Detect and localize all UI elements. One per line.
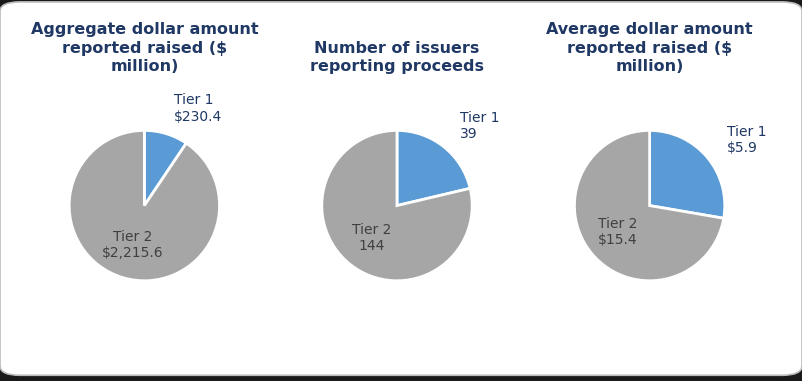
- Text: Tier 2
144: Tier 2 144: [351, 223, 391, 253]
- Text: Tier 2
$15.4: Tier 2 $15.4: [598, 217, 638, 247]
- Title: Aggregate dollar amount
reported raised ($
million): Aggregate dollar amount reported raised …: [30, 22, 258, 74]
- Wedge shape: [397, 130, 470, 206]
- Text: Tier 2
$2,215.6: Tier 2 $2,215.6: [102, 230, 163, 260]
- Wedge shape: [69, 130, 220, 281]
- Text: Tier 1
$5.9: Tier 1 $5.9: [727, 125, 767, 155]
- Title: Average dollar amount
reported raised ($
million): Average dollar amount reported raised ($…: [546, 22, 753, 74]
- Text: Tier 1
$230.4: Tier 1 $230.4: [174, 93, 222, 123]
- Text: Tier 1
39: Tier 1 39: [460, 111, 500, 141]
- FancyBboxPatch shape: [0, 2, 802, 375]
- Title: Number of issuers
reporting proceeds: Number of issuers reporting proceeds: [310, 41, 484, 74]
- Wedge shape: [322, 130, 472, 281]
- Wedge shape: [650, 130, 725, 218]
- Wedge shape: [144, 130, 186, 206]
- Wedge shape: [574, 130, 723, 281]
